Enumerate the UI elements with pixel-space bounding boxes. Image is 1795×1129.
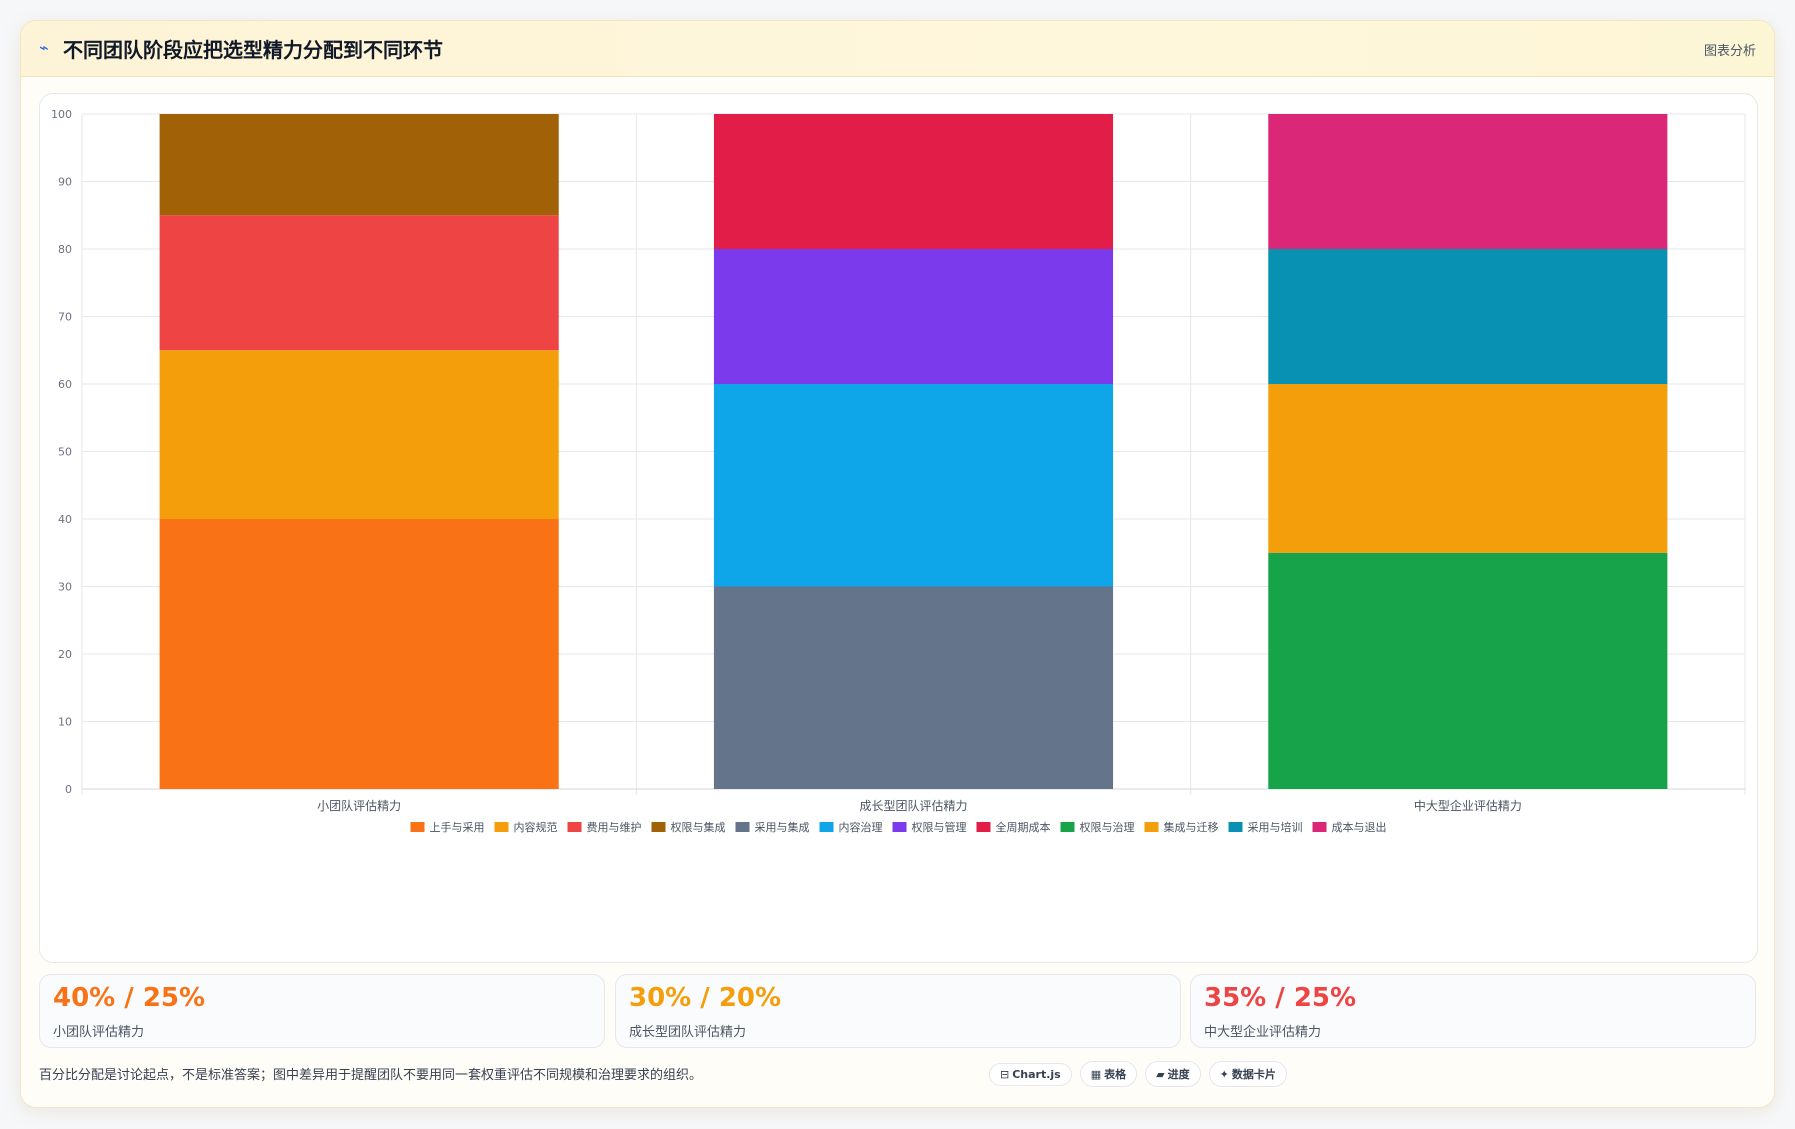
chart-analysis-tag[interactable]: 图表分析: [1703, 44, 1756, 59]
legend-label: 权限与集成: [671, 820, 726, 834]
y-tick-label: 90: [58, 176, 72, 189]
bar-segment: [159, 350, 559, 519]
legend-swatch: [1312, 822, 1327, 832]
y-tick-label: 50: [58, 446, 72, 459]
bar-segment: [159, 114, 559, 216]
chip-chartjs[interactable]: ⊟ Chart.js: [989, 1063, 1072, 1086]
chart-icon: ⊟: [1000, 1068, 1010, 1081]
y-tick-label: 20: [58, 648, 72, 661]
sparkle-icon: ✦: [1219, 1068, 1229, 1081]
chip-table[interactable]: ▦ 表格: [1079, 1061, 1138, 1087]
stat-label: 成长型团队评估精力: [629, 1025, 747, 1040]
legend-label: 费用与维护: [587, 820, 642, 834]
chip-data-cards[interactable]: ✦ 数据卡片: [1208, 1061, 1287, 1087]
bar-segment: [1268, 384, 1668, 553]
stat-value: 40% / 25%: [53, 983, 206, 1013]
legend-label: 采用与集成: [755, 820, 810, 834]
stat-label: 中大型企业评估精力: [1204, 1025, 1322, 1040]
legend-label: 采用与培训: [1248, 820, 1303, 834]
legend-label: 内容治理: [839, 820, 883, 834]
card-header: ⌁ 不同团队阶段应把选型精力分配到不同环节 图表分析: [21, 21, 1774, 77]
chip-label: 进度: [1167, 1068, 1190, 1081]
legend-swatch: [494, 822, 509, 832]
y-tick-label: 10: [58, 716, 72, 729]
stat-card-small-team: 40% / 25% 小团队评估精力: [39, 974, 605, 1048]
legend-label: 权限与治理: [1080, 820, 1135, 834]
legend-label: 内容规范: [514, 820, 558, 834]
legend-swatch: [1144, 822, 1159, 832]
progress-icon: ▰: [1156, 1068, 1165, 1081]
legend-swatch: [976, 822, 991, 832]
legend-swatch: [410, 822, 425, 832]
legend-swatch: [735, 822, 750, 832]
stacked-bar-chart: 0 10 20 30 40 50 60 70 80 90 100 小团队评估精力 成长型团队评估精力 中大…: [51, 108, 1746, 834]
legend-swatch: [1228, 822, 1243, 832]
legend-label: 权限与管理: [912, 820, 967, 834]
x-tick-label: 中大型企业评估精力: [1414, 798, 1522, 813]
y-tick-label: 0: [65, 783, 72, 796]
y-tick-label: 40: [58, 513, 72, 526]
bar-segment: [159, 519, 559, 789]
stat-value: 30% / 20%: [629, 983, 782, 1013]
stat-card-growth-team: 30% / 20% 成长型团队评估精力: [615, 974, 1181, 1048]
stat-card-enterprise: 35% / 25% 中大型企业评估精力: [1190, 974, 1756, 1048]
x-tick-label: 小团队评估精力: [317, 798, 401, 813]
chip-progress[interactable]: ▰ 进度: [1145, 1061, 1201, 1087]
bar-segment: [159, 215, 559, 351]
y-tick-label: 70: [58, 311, 72, 324]
bar-segment: [1268, 114, 1668, 249]
chip-label: 表格: [1104, 1068, 1127, 1081]
footer-note: 百分比分配是讨论起点，不是标准答案；图中差异用于提醒团队不要用同一套权重评估不同…: [39, 1068, 703, 1083]
bar-segment: [713, 114, 1114, 249]
legend-swatch: [1060, 822, 1075, 832]
legend-label: 全周期成本: [996, 820, 1051, 834]
bar-segment: [1268, 552, 1668, 789]
chip-label: 数据卡片: [1231, 1068, 1276, 1081]
bar-segment: [713, 586, 1114, 789]
legend-swatch: [651, 822, 666, 832]
legend-swatch: [892, 822, 907, 832]
legend-label: 上手与采用: [430, 820, 485, 834]
bar-segment: [713, 249, 1114, 384]
y-tick-label: 30: [58, 581, 72, 594]
chart-card: ⌁ 不同团队阶段应把选型精力分配到不同环节 图表分析 0 10 20 30 40 50 60…: [20, 20, 1775, 1108]
legend-swatch: [819, 822, 834, 832]
stat-cards: 40% / 25% 小团队评估精力 30% / 20% 成长型团队评估精力 35…: [39, 974, 1756, 1048]
chart-title: 不同团队阶段应把选型精力分配到不同环节: [63, 38, 443, 62]
table-icon: ▦: [1090, 1068, 1102, 1081]
y-tick-label: 100: [51, 108, 72, 121]
view-chips: ⊟ Chart.js ▦ 表格 ▰ 进度 ✦ 数据卡片: [989, 1061, 1295, 1091]
stat-value: 35% / 25%: [1204, 983, 1357, 1013]
legend-swatch: [567, 822, 582, 832]
y-tick-label: 80: [58, 243, 72, 256]
chart-container: 0 10 20 30 40 50 60 70 80 90 100 小团队评估精力 成长型团队评估精力 中大…: [39, 93, 1758, 963]
x-tick-label: 成长型团队评估精力: [859, 798, 967, 813]
legend-label: 集成与迁移: [1164, 820, 1219, 834]
trend-icon: ⌁: [39, 38, 49, 57]
bar-segment: [1268, 249, 1668, 384]
chip-label: Chart.js: [1012, 1068, 1061, 1081]
legend-label: 成本与退出: [1332, 820, 1387, 834]
bar-segment: [713, 384, 1114, 587]
stat-label: 小团队评估精力: [53, 1025, 145, 1040]
y-tick-label: 60: [58, 378, 72, 391]
